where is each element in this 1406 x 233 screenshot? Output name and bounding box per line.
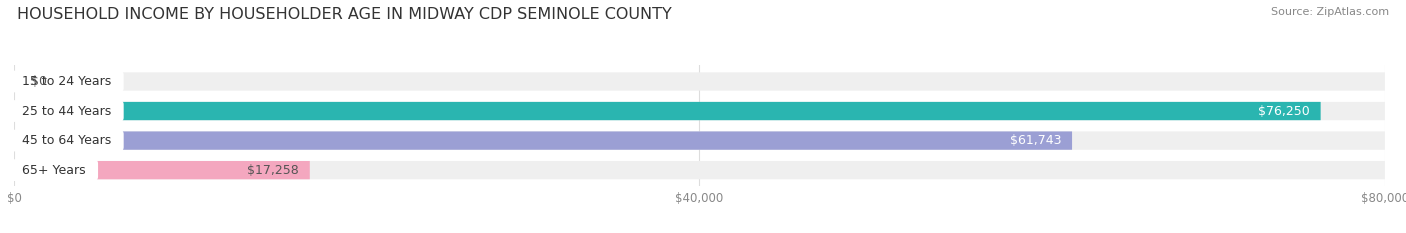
Text: 45 to 64 Years: 45 to 64 Years (14, 134, 120, 147)
Text: 65+ Years: 65+ Years (14, 164, 94, 177)
Text: 25 to 44 Years: 25 to 44 Years (14, 105, 120, 117)
Text: $17,258: $17,258 (247, 164, 299, 177)
Text: $0: $0 (31, 75, 46, 88)
Text: Source: ZipAtlas.com: Source: ZipAtlas.com (1271, 7, 1389, 17)
Text: HOUSEHOLD INCOME BY HOUSEHOLDER AGE IN MIDWAY CDP SEMINOLE COUNTY: HOUSEHOLD INCOME BY HOUSEHOLDER AGE IN M… (17, 7, 672, 22)
FancyBboxPatch shape (14, 161, 309, 179)
Text: 15 to 24 Years: 15 to 24 Years (14, 75, 120, 88)
FancyBboxPatch shape (14, 131, 1385, 150)
FancyBboxPatch shape (14, 72, 1385, 91)
FancyBboxPatch shape (14, 131, 1071, 150)
Text: $61,743: $61,743 (1010, 134, 1062, 147)
FancyBboxPatch shape (14, 161, 1385, 179)
FancyBboxPatch shape (14, 102, 1385, 120)
Text: $76,250: $76,250 (1258, 105, 1309, 117)
FancyBboxPatch shape (14, 102, 1320, 120)
